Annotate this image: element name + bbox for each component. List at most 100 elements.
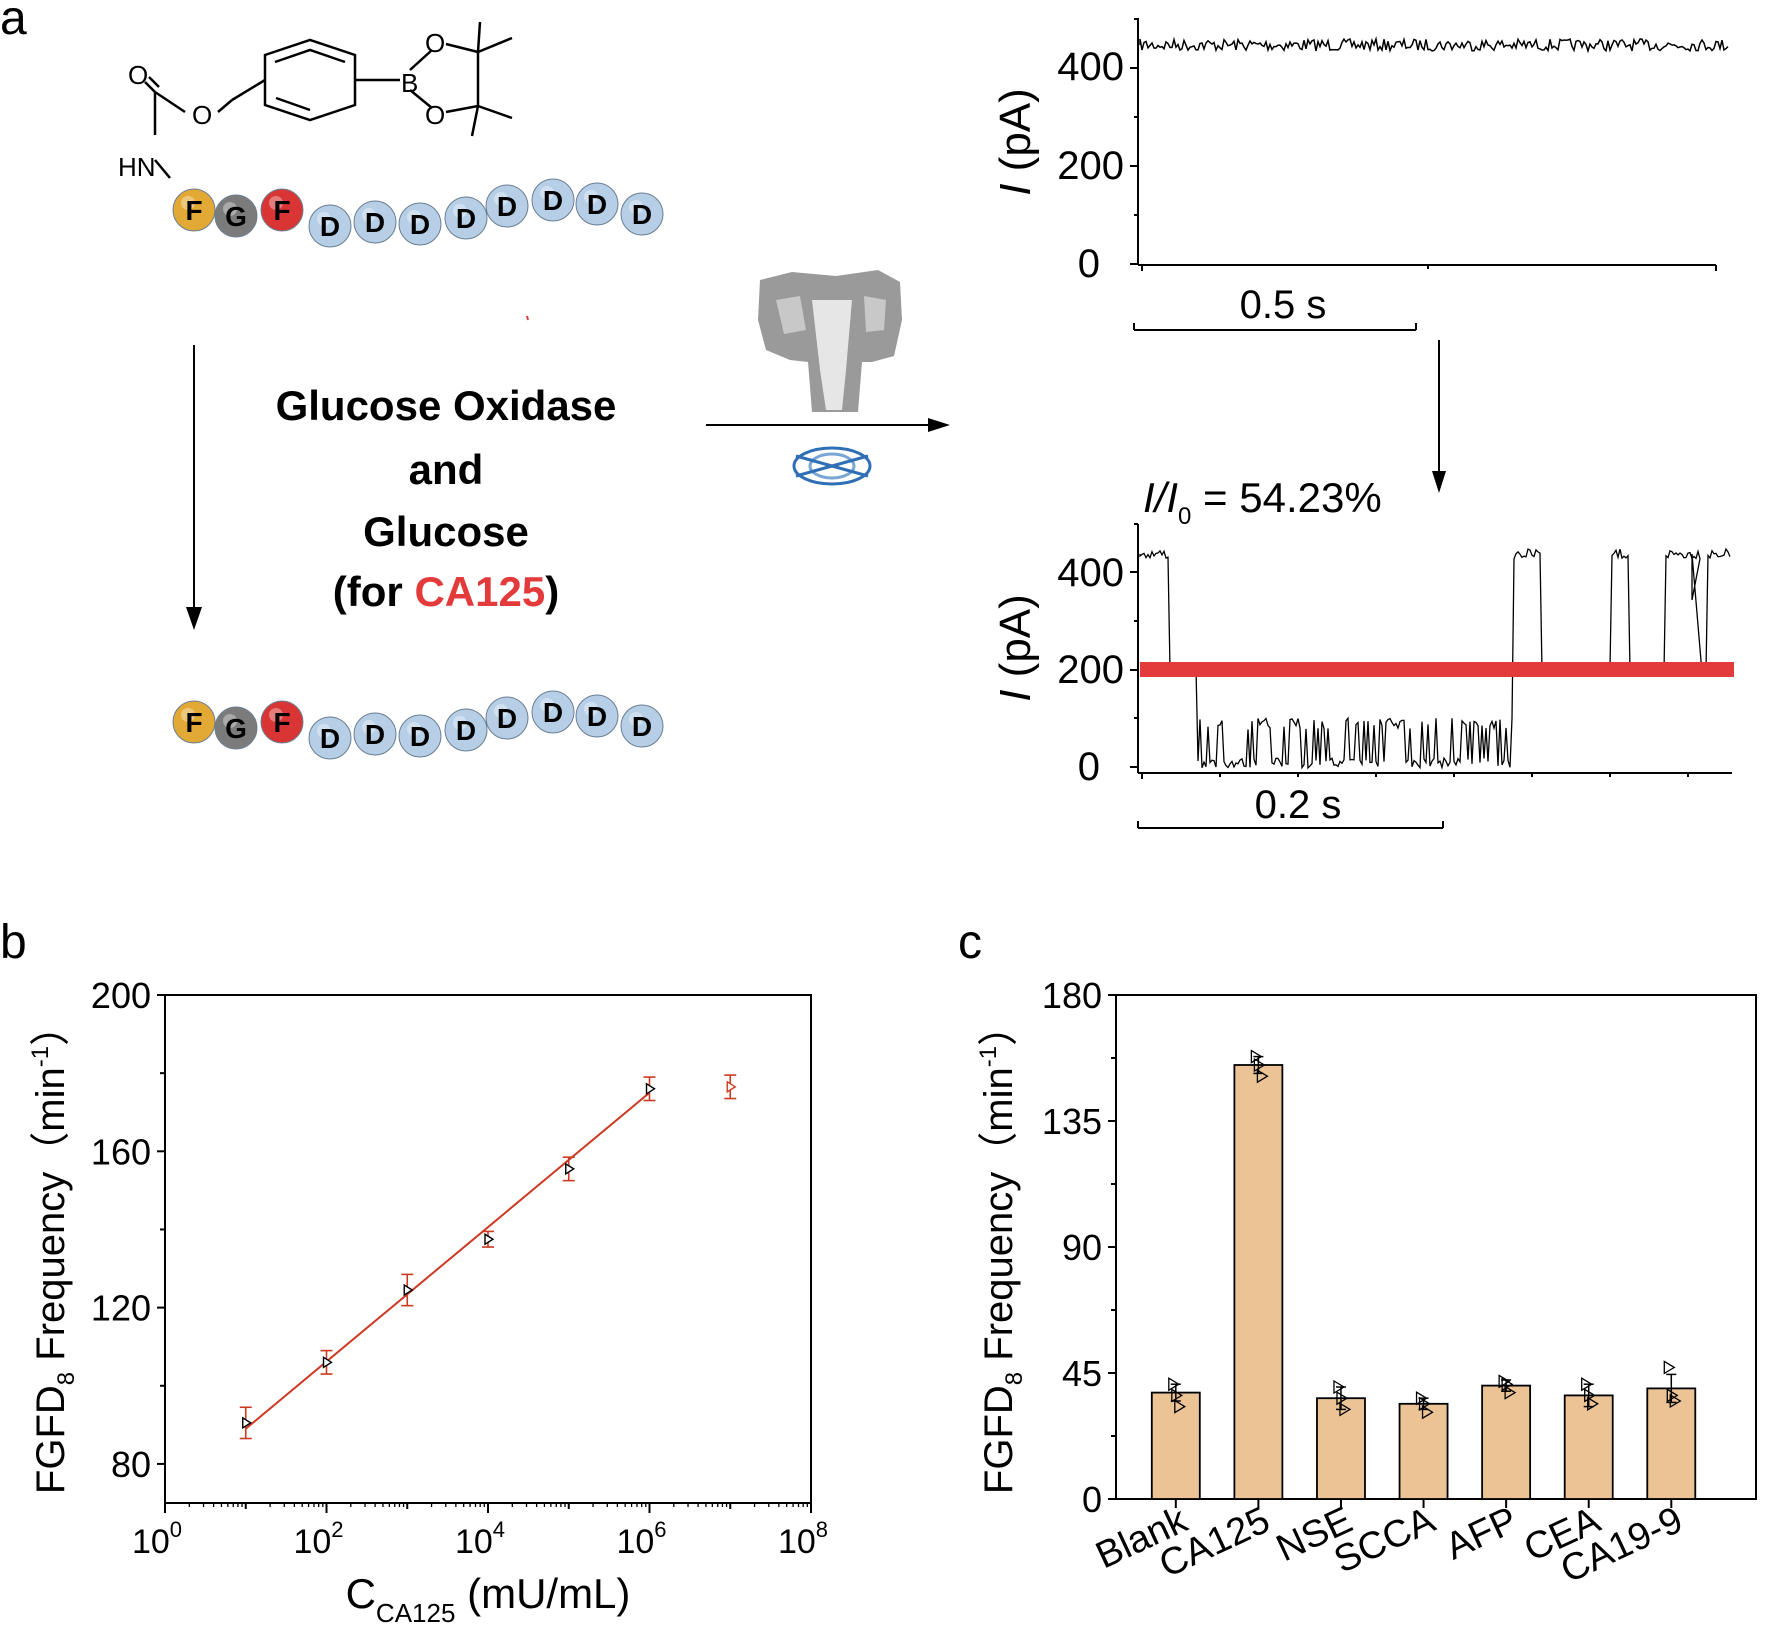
condition-for: (for <box>333 568 415 615</box>
chart-b-xlabel: CCA125 (mU/mL) <box>346 1570 631 1628</box>
chart-c-bar-4 <box>1481 1384 1532 1500</box>
peptide-bottom-bead-shine-3 <box>317 724 331 738</box>
chart-c-bar-5 <box>1563 1394 1614 1500</box>
peptide-bottom-residue-3: D <box>320 723 340 754</box>
peptide-bottom-residue-5: D <box>410 721 430 752</box>
trace-bottom-ylabel: I (pA) <box>991 594 1040 702</box>
bond-b-o-bottom <box>409 89 433 109</box>
peptide-bottom-bead-2 <box>260 700 304 744</box>
chart-b-xtick-base-1: 10 <box>293 1523 331 1561</box>
trace-top-ylabel-unit: (pA) <box>991 88 1040 183</box>
chart-c-ytick-label-3: 135 <box>1042 1101 1102 1142</box>
peptide-top-bead-2 <box>260 188 304 232</box>
condition-line-3: Glucose <box>363 508 529 555</box>
ratio-label-value: = 54.23% <box>1191 474 1381 521</box>
chart-b-point-1 <box>322 1356 333 1369</box>
peptide-bottom-bead-shine-0 <box>181 708 195 722</box>
scale-bar-top-label: 0.5 s <box>1240 283 1327 327</box>
chart-b-series <box>239 1074 737 1440</box>
peptide-bottom-residue-8: D <box>543 697 563 728</box>
atom-o-boronate-bottom: O <box>425 100 445 130</box>
molecule-structure <box>144 21 513 179</box>
peptide-bottom-residue-10: D <box>632 711 652 742</box>
peptide-top-bead-7 <box>485 184 529 228</box>
chart-b-point-2 <box>403 1283 414 1297</box>
panel-label-b: b <box>0 916 27 969</box>
ratio-label: I/I0 = 54.23% <box>1143 474 1382 530</box>
peptide-top-residue-10: D <box>632 199 652 230</box>
trace-top-ytick-0: 0 <box>1078 242 1100 286</box>
condition-line-1: Glucose Oxidase <box>276 382 617 429</box>
peptide-top-residue-4: D <box>365 207 385 238</box>
peptide-bottom-residue-1: G <box>225 713 247 744</box>
chart-c-ylabel-rest: Frequency（min <box>977 1067 1021 1372</box>
peptide-top-residue-8: D <box>543 185 563 216</box>
chart-b-ytick-label-3: 200 <box>91 975 151 1016</box>
chart-b-point-3 <box>484 1232 495 1246</box>
peptide-bottom-bead-1 <box>214 706 258 750</box>
atom-boron: B <box>401 68 418 98</box>
peptide-bottom-bead-shine-2 <box>269 708 283 722</box>
chart-c-point-1-2 <box>1256 1069 1269 1084</box>
chart-b-ylabel-sup: -1 <box>27 1046 54 1067</box>
ratio-label-sub: 0 <box>1178 503 1191 530</box>
bond-c-o-double-2 <box>148 76 160 88</box>
peptide-bottom-bead-5 <box>398 714 442 758</box>
peptide-top-bead-6 <box>444 196 488 240</box>
peptide-top-bead-shine-1 <box>223 202 237 216</box>
condition-line-4: (for CA125) <box>333 568 559 615</box>
peptide-bottom-bead-shine-7 <box>494 704 508 718</box>
peptide-bottom-bead-shine-1 <box>223 714 237 728</box>
chart-b-xtick-base-3: 10 <box>616 1523 654 1561</box>
trace-top-signal <box>1139 36 1729 54</box>
methyl-4 <box>470 105 480 137</box>
peptide-top-bead-shine-9 <box>584 190 598 204</box>
peptide-bottom-bead-9 <box>575 694 619 738</box>
peptide-bottom-bead-shine-6 <box>453 716 467 730</box>
chart-c-ylabel-close: ） <box>977 1006 1021 1046</box>
chart-b-xtick-exp-1: 2 <box>331 1517 343 1542</box>
peptide-chain-product: F G FD D D D D D D D <box>172 690 664 760</box>
peptide-top-residue-1: G <box>225 201 247 232</box>
peptide-bottom-bead-shine-5 <box>407 722 421 736</box>
chart-b-point-0 <box>242 1416 253 1430</box>
chart-c-point-3-2 <box>1421 1405 1434 1420</box>
peptide-bottom-bead-6 <box>444 708 488 752</box>
chart-b-xtick-exp-0: 0 <box>170 1517 182 1542</box>
chart-b-ytick-label-1: 120 <box>91 1288 151 1329</box>
trace-bottom-ytick-200: 200 <box>1057 648 1124 692</box>
chart-c-point-5-0 <box>1581 1377 1593 1392</box>
scale-bar-bottom <box>1137 821 1444 829</box>
peptide-top-residue-9: D <box>587 189 607 220</box>
atom-o-boronate-top: O <box>425 28 445 58</box>
chart-b-ytick-label-0: 80 <box>111 1444 151 1485</box>
chart-b-xtick-base-2: 10 <box>455 1523 493 1561</box>
chart-c-point-0-0 <box>1168 1377 1181 1392</box>
chart-b-xlabel-sub: CA125 <box>376 1598 456 1628</box>
chart-b-xtick-label-1: 102 <box>293 1517 343 1561</box>
peptide-top-bead-shine-2 <box>269 196 283 210</box>
peptide-bottom-residue-0: F <box>185 707 202 738</box>
panel-label-c: c <box>958 916 982 969</box>
level-highlight-band <box>1140 662 1734 677</box>
chart-c-xtick-label-4: AFP <box>1439 1499 1524 1568</box>
chart-c-ylabel-sup: -1 <box>975 1046 1002 1067</box>
bond-c-o <box>154 90 186 114</box>
peptide-bottom-bead-4 <box>353 712 397 756</box>
peptide-top-bead-5 <box>398 202 442 246</box>
chart-c-ylabel-sub: 8 <box>1001 1372 1028 1385</box>
trace-top-ylabel-i: I <box>991 184 1040 196</box>
peptide-top-bead-shine-10 <box>629 200 643 214</box>
condition-close: ) <box>545 568 559 615</box>
chart-c-point-2-2 <box>1339 1402 1352 1417</box>
chart-c-point-6-2 <box>1669 1393 1682 1409</box>
peptide-bottom-bead-0 <box>172 700 216 744</box>
peptide-bottom-residue-9: D <box>587 701 607 732</box>
methyl-1 <box>477 36 513 54</box>
peptide-top-residue-6: D <box>456 203 476 234</box>
peptide-top-residue-2: F <box>273 195 290 226</box>
chart-b-ylabel: FGFD8 Frequency（min-1） <box>27 1006 80 1494</box>
methyl-2 <box>476 21 482 53</box>
